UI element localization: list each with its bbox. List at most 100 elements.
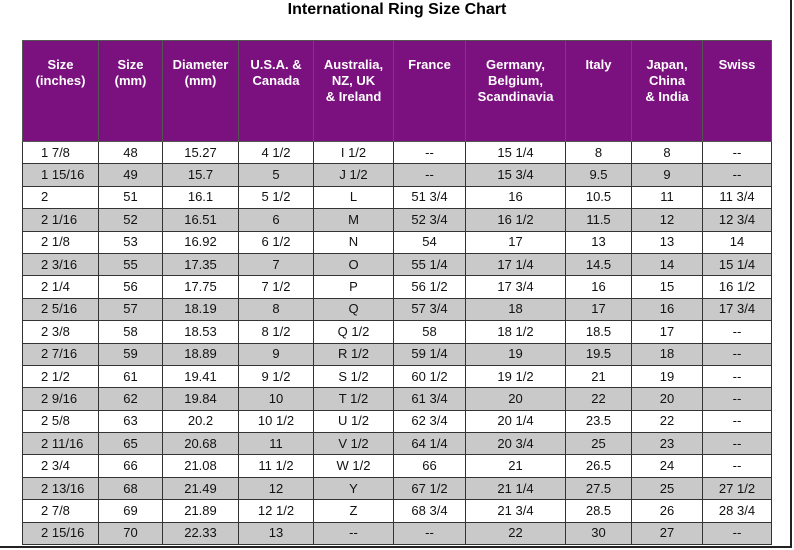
table-cell: 9: [631, 163, 703, 187]
table-cell: 16: [465, 185, 566, 210]
table-cell: 2 11/16: [22, 432, 99, 456]
table-cell: 7 1/2: [238, 275, 314, 299]
table-cell: 57 3/4: [393, 297, 466, 322]
table-cell: 22: [465, 521, 566, 546]
table-cell: W 1/2: [313, 454, 394, 478]
column-header: U.S.A. & Canada: [238, 40, 314, 142]
table-cell: 12: [631, 208, 703, 232]
table-cell: 10 1/2: [238, 409, 314, 434]
table-cell: U 1/2: [313, 409, 394, 434]
table-cell: 30: [565, 521, 632, 546]
header-line: (inches): [35, 73, 86, 88]
table-cell: --: [393, 163, 466, 187]
table-cell: --: [702, 387, 772, 411]
table-cell: 14: [631, 252, 703, 277]
table-cell: 8 1/2: [238, 320, 314, 344]
table-cell: --: [313, 521, 394, 546]
header-line: NZ, UK: [331, 73, 376, 88]
header-line: Belgium,: [488, 73, 543, 88]
table-cell: 22: [631, 409, 703, 434]
table-cell: 12: [238, 476, 314, 501]
table-cell: 20: [631, 387, 703, 411]
table-row: 2 11/16 65 20.68 11 V 1/2 64 1/4 20 3/4 25 23 --: [22, 432, 772, 456]
table-cell: 20 3/4: [465, 432, 566, 456]
table-cell: 17: [565, 297, 632, 322]
table-row: 2 3/8 58 18.53 8 1/2 Q 1/2 58 18 1/2 18.5 17 --: [22, 320, 772, 344]
table-cell: 14.5: [565, 252, 632, 277]
table-row: 2 1/16 52 16.51 6 M 52 3/4 16 1/2 11.5 12 12 3/4: [22, 208, 772, 232]
table-cell: L: [313, 185, 394, 210]
table-cell: 17 3/4: [465, 275, 566, 299]
table-cell: 62: [98, 387, 163, 411]
table-row: 2 5/16 57 18.19 8 Q 57 3/4 18 17 16 17 3/4: [22, 297, 772, 322]
table-cell: 15 1/4: [465, 140, 566, 165]
table-cell: 16: [565, 275, 632, 299]
table-cell: 27 1/2: [702, 476, 772, 501]
table-cell: 18.5: [565, 320, 632, 344]
table-cell: 52 3/4: [393, 208, 466, 232]
table-cell: O: [313, 252, 394, 277]
table-cell: 26: [631, 499, 703, 523]
table-cell: 53: [98, 230, 163, 254]
table-cell: Y: [313, 476, 394, 501]
table-cell: 69: [98, 499, 163, 523]
table-cell: 18.19: [162, 297, 239, 322]
table-cell: --: [702, 521, 772, 546]
table-cell: 27.5: [565, 476, 632, 501]
table-cell: 57: [98, 297, 163, 322]
table-cell: R 1/2: [313, 342, 394, 366]
table-row: 2 51 16.1 5 1/2 L 51 3/4 16 10.5 11 11 3/4: [22, 185, 772, 210]
table-cell: 19: [465, 342, 566, 366]
column-header: France: [393, 40, 466, 142]
table-cell: 18: [465, 297, 566, 322]
table-row: 2 9/16 62 19.84 10 T 1/2 61 3/4 20 22 20 --: [22, 387, 772, 411]
table-cell: 23.5: [565, 409, 632, 434]
table-cell: 25: [631, 476, 703, 501]
header-line: France: [408, 57, 451, 72]
table-row: 2 3/4 66 21.08 11 1/2 W 1/2 66 21 26.5 24 --: [22, 454, 772, 478]
table-cell: 2 3/16: [22, 252, 99, 277]
header-line: & India: [645, 89, 689, 104]
table-cell: 17.35: [162, 252, 239, 277]
table-cell: 16.1: [162, 185, 239, 210]
table-cell: 58: [393, 320, 466, 344]
table-cell: --: [702, 409, 772, 434]
table-cell: --: [393, 521, 466, 546]
table-cell: 58: [98, 320, 163, 344]
table-cell: 60 1/2: [393, 364, 466, 389]
table-cell: 70: [98, 521, 163, 546]
table-cell: 11: [238, 432, 314, 456]
table-cell: 13: [631, 230, 703, 254]
header-line: Italy: [585, 57, 612, 72]
table-cell: 15 1/4: [702, 252, 772, 277]
table-cell: 12 3/4: [702, 208, 772, 232]
table-cell: 64 1/4: [393, 432, 466, 456]
table-cell: 15.27: [162, 140, 239, 165]
table-cell: 2 5/16: [22, 297, 99, 322]
table-cell: 51: [98, 185, 163, 210]
table-cell: 9: [238, 342, 314, 366]
table-cell: 10.5: [565, 185, 632, 210]
table-cell: 6: [238, 208, 314, 232]
table-cell: 62 3/4: [393, 409, 466, 434]
table-row: 2 1/4 56 17.75 7 1/2 P 56 1/2 17 3/4 16 15 16 1/2: [22, 275, 772, 299]
column-header: Australia, NZ, UK & Ireland: [313, 40, 394, 142]
table-cell: 17: [465, 230, 566, 254]
table-cell: --: [702, 342, 772, 366]
table-cell: 11 3/4: [702, 185, 772, 210]
table-cell: --: [702, 364, 772, 389]
column-header: Italy: [565, 40, 632, 142]
table-cell: 2 1/4: [22, 275, 99, 299]
table-cell: --: [702, 454, 772, 478]
table-cell: 54: [393, 230, 466, 254]
table-row: 2 15/16 70 22.33 13 -- -- 22 30 27 --: [22, 521, 772, 546]
table-cell: --: [702, 320, 772, 344]
header-line: & Ireland: [325, 89, 382, 104]
table-cell: 66: [393, 454, 466, 478]
table-cell: 2 3/4: [22, 454, 99, 478]
table-cell: 66: [98, 454, 163, 478]
header-line: Diameter: [172, 57, 229, 72]
header-line: Size: [47, 57, 74, 72]
header-line: Germany,: [485, 57, 545, 72]
table-cell: 2 13/16: [22, 476, 99, 501]
